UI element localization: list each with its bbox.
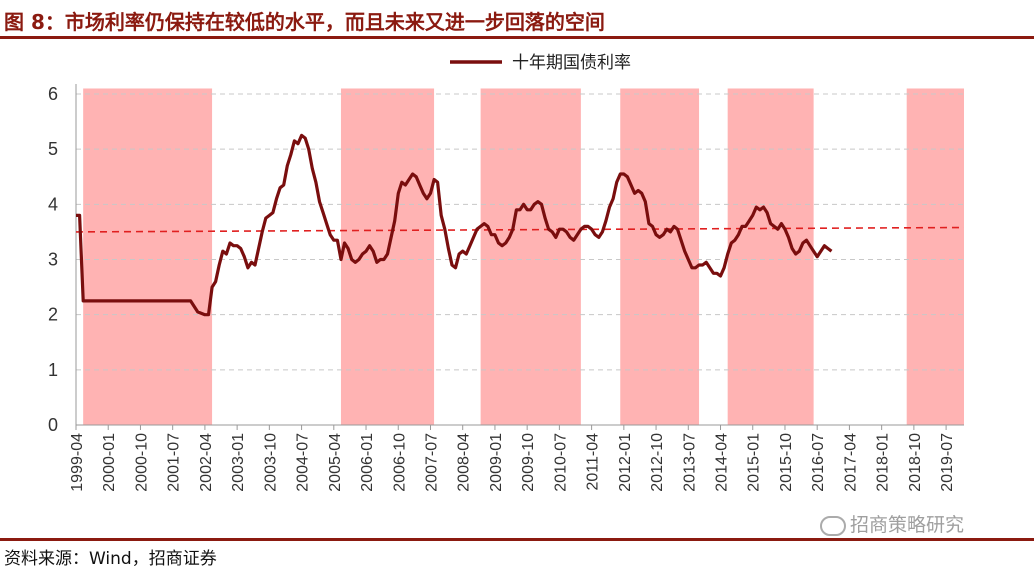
y-tick-label-2: 2: [48, 305, 58, 325]
x-tick-label-2006-10: 2006-10: [391, 433, 408, 492]
x-tick-label-2008-04: 2008-04: [456, 433, 473, 492]
x-tick-label-2015-10: 2015-10: [778, 433, 795, 492]
x-tick-label-2016-07: 2016-07: [810, 433, 827, 492]
series-line-10y-bond: [76, 133, 833, 317]
header-rule: [0, 36, 1034, 39]
legend-label: 十年期国债利率: [512, 53, 631, 73]
x-tick-label-2004-07: 2004-07: [295, 433, 312, 492]
figure-title: 图 8：市场利率仍保持在较低的水平，而且未来又进一步回落的空间: [4, 10, 605, 34]
x-tick-label-2002-04: 2002-04: [198, 433, 215, 492]
x-tick-label-2012-10: 2012-10: [649, 433, 666, 492]
x-tick-labels: 1999-04 2000-01 2000-10 2001-07 2002-04 2003-…: [69, 433, 956, 492]
shaded-period-3: [480, 88, 581, 425]
x-tick-label-2013-07: 2013-07: [681, 433, 698, 492]
footer-rule: [0, 538, 1034, 541]
watermark: 招商策略研究: [820, 510, 964, 537]
x-tick-label-2018-01: 2018-01: [875, 433, 892, 492]
x-tick-label-2017-04: 2017-04: [842, 433, 859, 492]
x-tick-label-2014-04: 2014-04: [714, 433, 731, 492]
x-tick-label-2015-01: 2015-01: [746, 433, 763, 492]
watermark-text: 招商策略研究: [850, 514, 965, 536]
x-tick-label-2003-01: 2003-01: [230, 433, 247, 492]
x-tick-label-2000-10: 2000-10: [133, 433, 150, 492]
x-tick-label-2000-01: 2000-01: [101, 433, 118, 492]
shaded-periods: [83, 88, 964, 425]
x-tick-label-2010-07: 2010-07: [552, 433, 569, 492]
y-tick-label-1: 1: [48, 360, 58, 380]
x-tick-label-2018-10: 2018-10: [907, 433, 924, 492]
x-tick-label-2006-01: 2006-01: [359, 433, 376, 492]
x-tick-label-2009-10: 2009-10: [520, 433, 537, 492]
y-tick-label-3: 3: [48, 250, 58, 270]
x-tick-label-2011-04: 2011-04: [585, 433, 602, 491]
x-tick-label-2001-07: 2001-07: [166, 433, 183, 492]
shaded-period-6: [906, 88, 964, 425]
x-tick-label-2003-10: 2003-10: [262, 433, 279, 492]
x-tick-label-1999-04: 1999-04: [69, 433, 86, 492]
average-line: [75, 226, 965, 233]
x-tick-label-2019-07: 2019-07: [939, 433, 956, 492]
y-tick-labels: 0 1 2 3 4 5 6: [48, 84, 58, 435]
axes: [75, 84, 964, 430]
y-tick-label-4: 4: [48, 194, 58, 214]
y-tick-label-5: 5: [48, 139, 58, 159]
y-tick-label-0: 0: [48, 415, 58, 435]
wechat-icon: [820, 515, 846, 536]
x-tick-label-2009-01: 2009-01: [488, 433, 505, 492]
rate-chart: 0 1 2 3 4 5 6 1999-04 2000-01 2000-10 2001-07 2002…: [48, 53, 965, 492]
x-tick-label-2007-07: 2007-07: [423, 433, 440, 492]
x-tick-label-2012-01: 2012-01: [617, 433, 634, 492]
x-tick-label-2005-04: 2005-04: [327, 433, 344, 492]
figure-footer: 资料来源：Wind，招商证券: [0, 538, 1034, 572]
source-note: 资料来源：Wind，招商证券: [4, 549, 217, 569]
y-tick-label-6: 6: [48, 84, 58, 104]
figure-header: 图 8：市场利率仍保持在较低的水平，而且未来又进一步回落的空间: [0, 0, 1034, 39]
shaded-period-5: [727, 88, 814, 425]
legend: 十年期国债利率: [450, 53, 631, 73]
shaded-period-1: [83, 88, 213, 425]
